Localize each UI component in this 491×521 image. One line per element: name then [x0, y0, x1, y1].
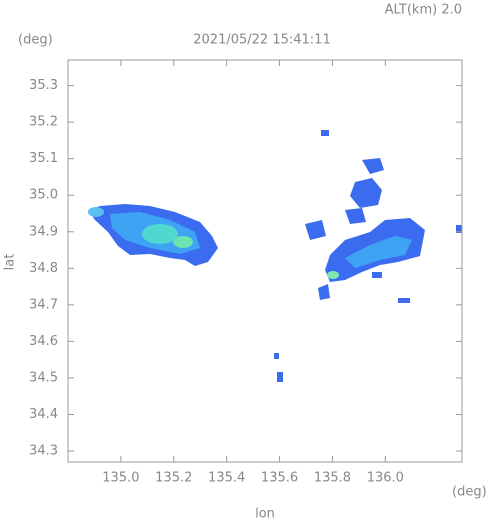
altitude: ALT(km) 2.0 [385, 3, 462, 18]
echo [274, 353, 279, 359]
y-unit: (deg) [18, 33, 53, 48]
y-tick-label: 34.8 [29, 261, 58, 276]
x-tick-label: 136.0 [367, 471, 404, 486]
x-axis-label: lon [255, 507, 275, 521]
echo [277, 372, 283, 382]
echo [327, 271, 339, 279]
echo [456, 225, 462, 233]
x-tick-label: 135.8 [314, 471, 351, 486]
echo [398, 298, 410, 303]
y-tick-label: 34.4 [29, 407, 58, 422]
x-tick-label: 135.0 [102, 471, 139, 486]
echo-area [88, 130, 462, 382]
y-tick-label: 34.3 [29, 444, 58, 459]
echo [88, 207, 104, 217]
y-axis-label: lat [3, 254, 18, 271]
echo [362, 158, 384, 174]
y-tick-label: 34.5 [29, 370, 58, 385]
y-tick-label: 34.7 [29, 297, 58, 312]
echo [345, 208, 366, 224]
x-unit: (deg) [452, 485, 487, 500]
x-tick-label: 135.4 [208, 471, 245, 486]
echo [372, 272, 382, 278]
echo [142, 224, 178, 244]
y-tick-label: 35.1 [29, 151, 58, 166]
x-tick-label: 135.2 [155, 471, 192, 486]
y-tick-label: 35.0 [29, 188, 58, 203]
x-tick-label: 135.6 [261, 471, 298, 486]
y-tick-label: 34.6 [29, 334, 58, 349]
echo [345, 236, 412, 268]
y-tick-label: 35.3 [29, 78, 58, 93]
echo [173, 236, 193, 248]
echo [350, 178, 382, 208]
y-tick-label: 34.9 [29, 224, 58, 239]
echo [318, 284, 330, 300]
y-tick-label: 35.2 [29, 115, 58, 130]
echo [305, 220, 326, 240]
echo [321, 130, 329, 136]
chart-title: 2021/05/22 15:41:11 [193, 33, 330, 48]
plot-frame [67, 59, 463, 463]
